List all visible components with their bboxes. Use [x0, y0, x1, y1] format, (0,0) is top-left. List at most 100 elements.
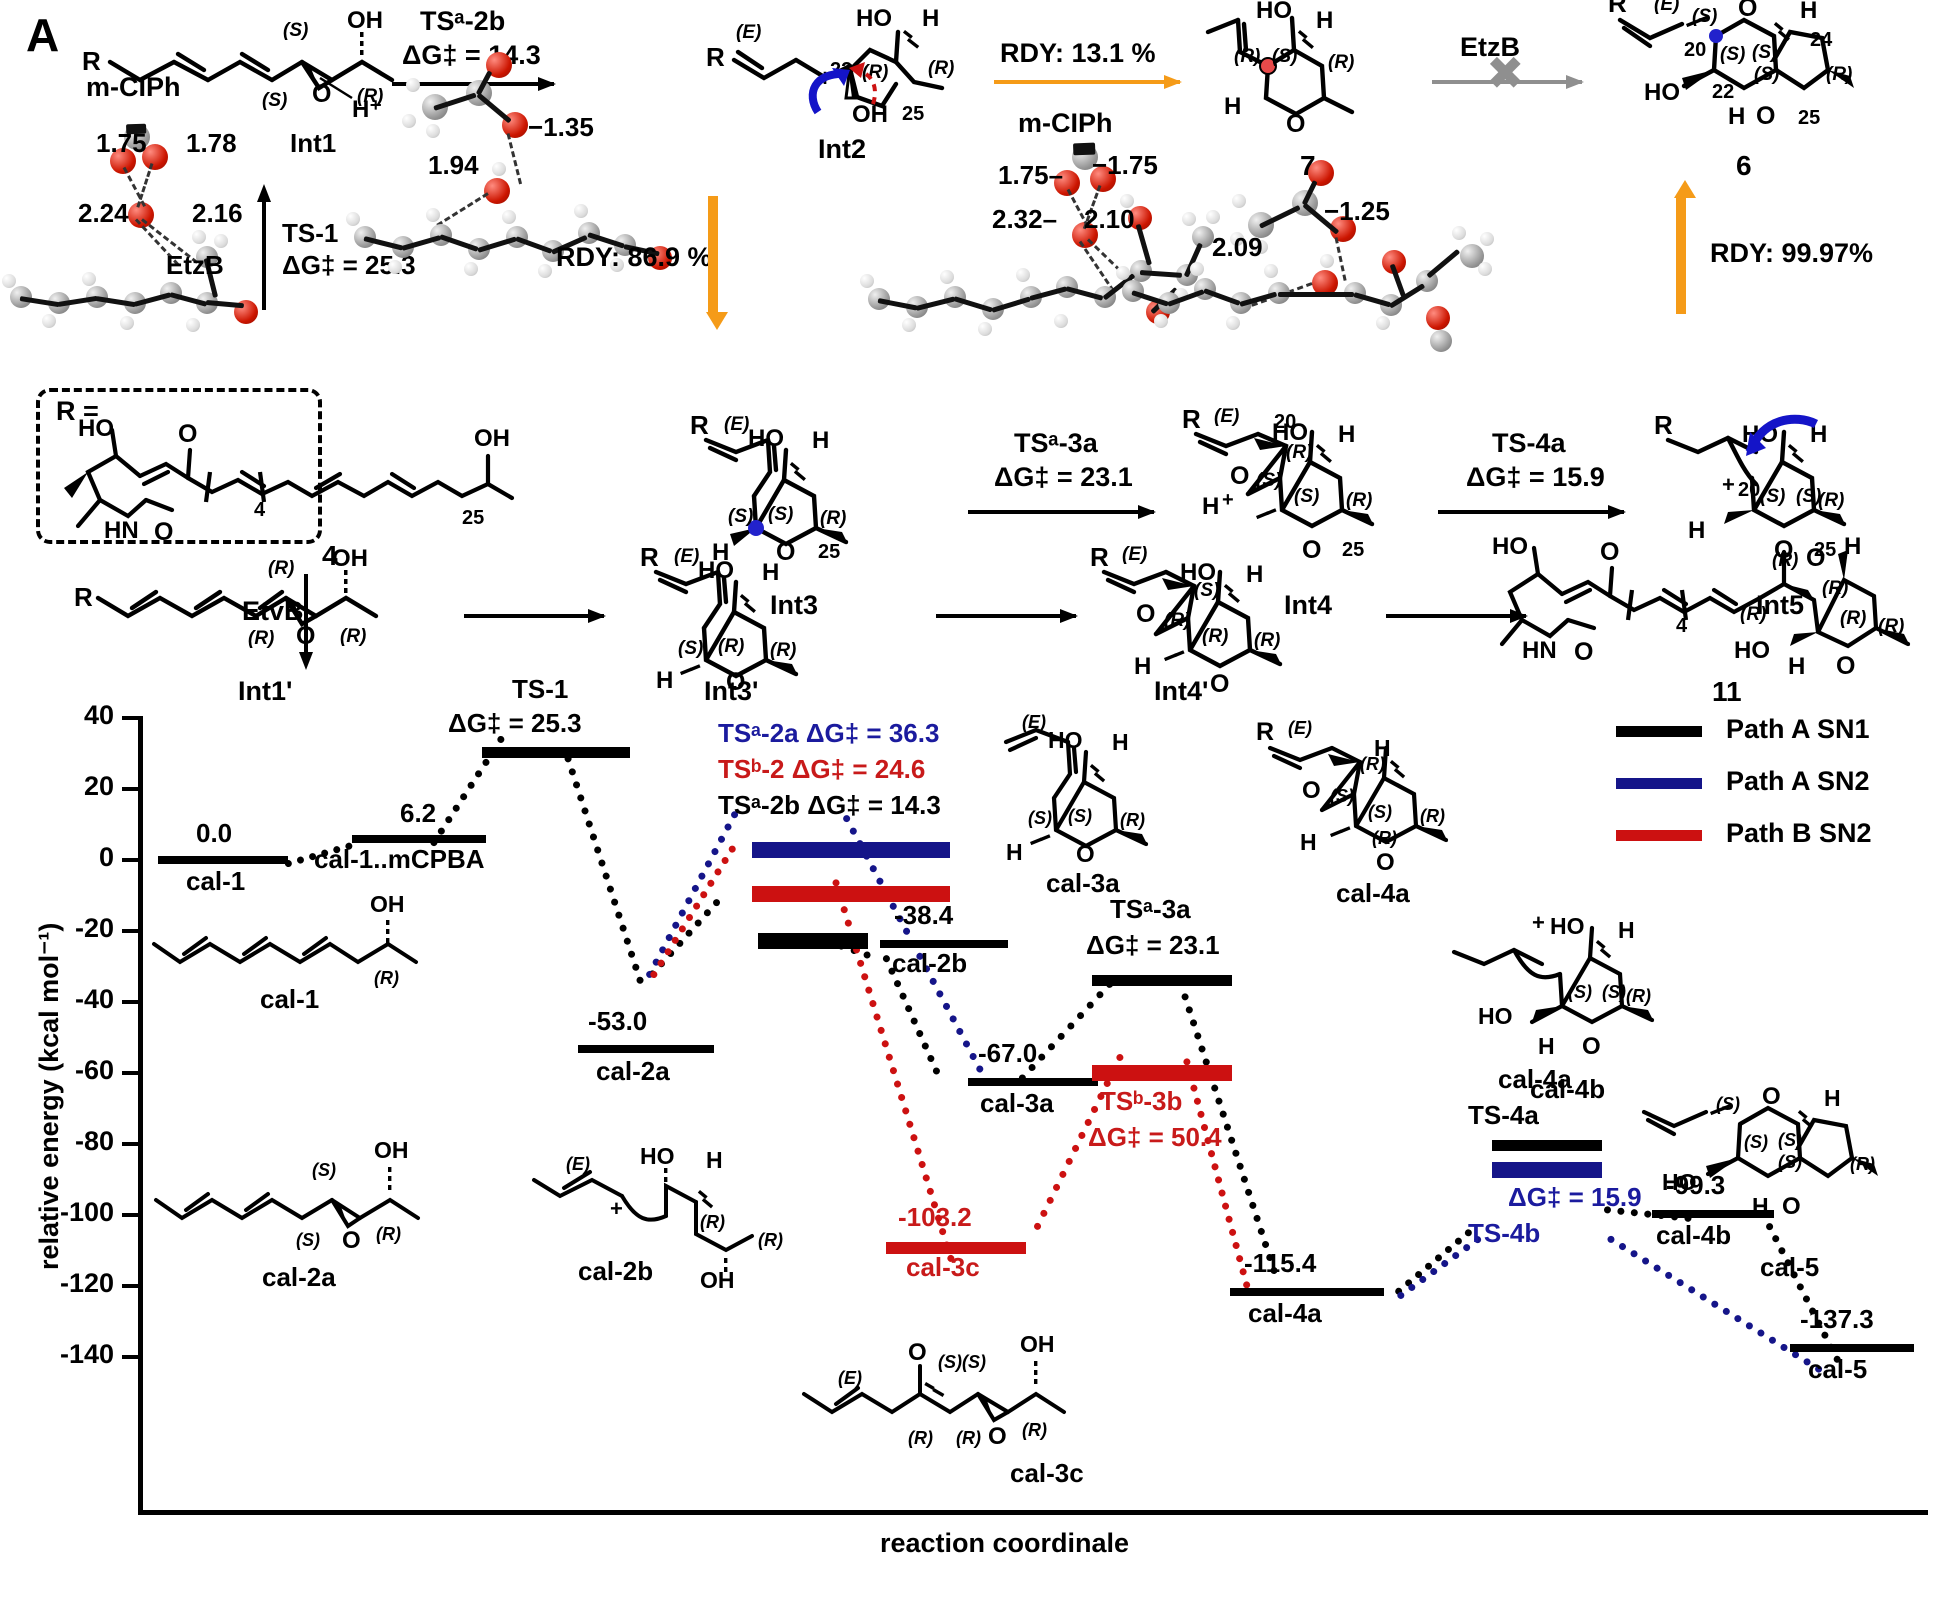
svg-text:H: H	[1224, 93, 1241, 120]
value-cal-4b: -99.3	[1666, 1170, 1726, 1200]
label-structure-cal-3c: cal-3c	[1010, 1458, 1084, 1488]
level-ts2-red	[752, 886, 950, 902]
int2-red-curve-arrow	[849, 62, 877, 105]
svg-text:+: +	[1722, 472, 1735, 497]
svg-text:(R): (R)	[1420, 806, 1445, 826]
legend-label-path-a-sn1: Path A SN1	[1726, 714, 1870, 744]
svg-text:(R): (R)	[700, 1212, 725, 1232]
svg-text:(S): (S)	[1778, 1130, 1802, 1150]
y-tick--80	[122, 1142, 140, 1146]
value-cal-1: 0.0	[196, 818, 233, 848]
svg-text:22: 22	[1712, 81, 1734, 103]
level-ts3b-red	[1092, 1065, 1232, 1081]
label-ts4b: ΔG‡ = 15.9	[1508, 1182, 1642, 1212]
label-int2: Int2	[818, 134, 867, 164]
svg-text:(R): (R)	[340, 626, 366, 647]
label-rdy-9997: RDY: 99.97%	[1710, 238, 1874, 268]
label-r-equals: R =	[56, 396, 99, 426]
svg-text:H: H	[1316, 7, 1333, 34]
structure-cal-4a-inset: R (E) O (R) (S) (S) (R) (R) H H O	[1256, 718, 1496, 876]
structure-cal-5-inset: (S) O H (S) (S) (S) HO H O (R)	[1640, 1083, 1900, 1260]
distance-ts4a-209: 2.09	[1212, 232, 1263, 262]
svg-text:H: H	[656, 667, 673, 694]
svg-text:(E): (E)	[724, 414, 749, 435]
value-ts-1: ΔG‡ = 25.3	[448, 708, 582, 738]
svg-text:(S): (S)	[262, 90, 287, 111]
label-ts2b-dg: ΔG‡ = 14.3	[402, 40, 541, 70]
level-ts2b-black	[758, 933, 868, 949]
svg-text:(R): (R)	[908, 1428, 933, 1448]
label-cal-1-mcpba: cal-1..mCPBA	[314, 844, 485, 874]
svg-text:(S): (S)	[1568, 982, 1592, 1002]
structure-cal-2a-inset: (S) (S) O OH (R)	[152, 1137, 452, 1262]
structure-int3: R (E) HO H (S) (S) (R) H O 25	[690, 410, 920, 566]
svg-text:O: O	[1136, 600, 1155, 628]
svg-text:25: 25	[462, 507, 484, 529]
svg-text:(S): (S)	[283, 20, 308, 41]
y-tick--60	[122, 1071, 140, 1075]
svg-text:HO: HO	[748, 425, 784, 452]
y-tick-label-40: 40	[83, 700, 114, 730]
level-ts4b-blue	[1492, 1162, 1602, 1178]
arrow-rdy-131	[994, 75, 1182, 89]
svg-text:R: R	[1182, 404, 1201, 434]
svg-text:(R): (R)	[820, 508, 846, 529]
svg-text:O: O	[1286, 110, 1305, 138]
label-int4-prime: Int4'	[1154, 676, 1209, 706]
svg-text:(R): (R)	[1202, 626, 1228, 647]
label-cal-5: cal-5	[1808, 1354, 1868, 1384]
svg-text:(R): (R)	[1826, 64, 1852, 85]
svg-text:(R): (R)	[268, 558, 294, 579]
level-ts3a-black	[1092, 975, 1232, 986]
structure-int4-prime: R (E) O (S) (R) (R) (R) HO H H O	[1090, 542, 1340, 698]
svg-text:(R): (R)	[1818, 490, 1844, 511]
label-cal-4b: cal-4b	[1656, 1220, 1732, 1250]
svg-text:O: O	[1302, 777, 1321, 804]
svg-text:(R): (R)	[1346, 490, 1372, 511]
value-cal-2b: -38.4	[894, 900, 954, 930]
label-ts3a-chart: TSᵃ-3a	[1110, 894, 1191, 924]
arrow-ts1-up	[257, 184, 271, 310]
structure-cal-4b-inset: + HO H (S) (S) (R) HO H O	[1450, 910, 1700, 1072]
y-tick-label--80: -80	[74, 1126, 114, 1156]
svg-text:H: H	[706, 1147, 723, 1173]
svg-text:(S): (S)	[312, 1160, 336, 1180]
svg-text:+: +	[1222, 489, 1234, 511]
level-cal-4b	[1652, 1210, 1774, 1218]
value-ts4b: TS-4b	[1468, 1218, 1541, 1248]
svg-text:R: R	[706, 42, 725, 72]
svg-text:(E): (E)	[838, 1368, 862, 1388]
svg-text:(S): (S)	[1752, 42, 1777, 63]
svg-text:(S): (S)	[728, 506, 753, 527]
label-int1-prime: Int1'	[238, 676, 293, 706]
svg-text:20: 20	[1738, 479, 1760, 501]
distance-ts3a-210: 2.10	[1084, 204, 1135, 234]
svg-text:H: H	[1202, 493, 1219, 520]
svg-text:O: O	[776, 538, 795, 566]
int5-blue-arrow	[1745, 414, 1819, 456]
arrow-etzb-down	[299, 574, 313, 670]
y-tick-20	[122, 787, 140, 791]
structure-compound-4: HO O HN O 4 OH 25	[54, 415, 524, 550]
svg-text:(R): (R)	[1878, 616, 1904, 637]
svg-text:(S): (S)	[1294, 486, 1319, 507]
svg-text:(R): (R)	[248, 628, 274, 649]
svg-text:O: O	[178, 420, 197, 448]
svg-text:R: R	[640, 542, 659, 572]
label-structure-cal-2a: cal-2a	[262, 1262, 336, 1292]
label-int1: Int1	[290, 128, 337, 158]
svg-text:HN: HN	[104, 517, 139, 544]
svg-text:(S): (S)	[1744, 1132, 1768, 1152]
label-structure-cal-1: cal-1	[260, 984, 320, 1014]
svg-text:(S): (S)	[1716, 1094, 1740, 1114]
label-ts4a: TS-4a	[1492, 428, 1566, 458]
y-axis	[138, 716, 143, 1512]
svg-text:O: O	[1210, 670, 1229, 698]
svg-text:(S): (S)	[1028, 808, 1052, 828]
svg-text:(S): (S)	[962, 1352, 986, 1372]
reagent-mcpba-2: m-CIPh	[1018, 108, 1113, 138]
svg-text:HO: HO	[640, 1143, 675, 1169]
svg-text:25: 25	[818, 541, 840, 563]
svg-text:OH: OH	[370, 891, 405, 917]
svg-text:H: H	[1538, 1033, 1555, 1059]
